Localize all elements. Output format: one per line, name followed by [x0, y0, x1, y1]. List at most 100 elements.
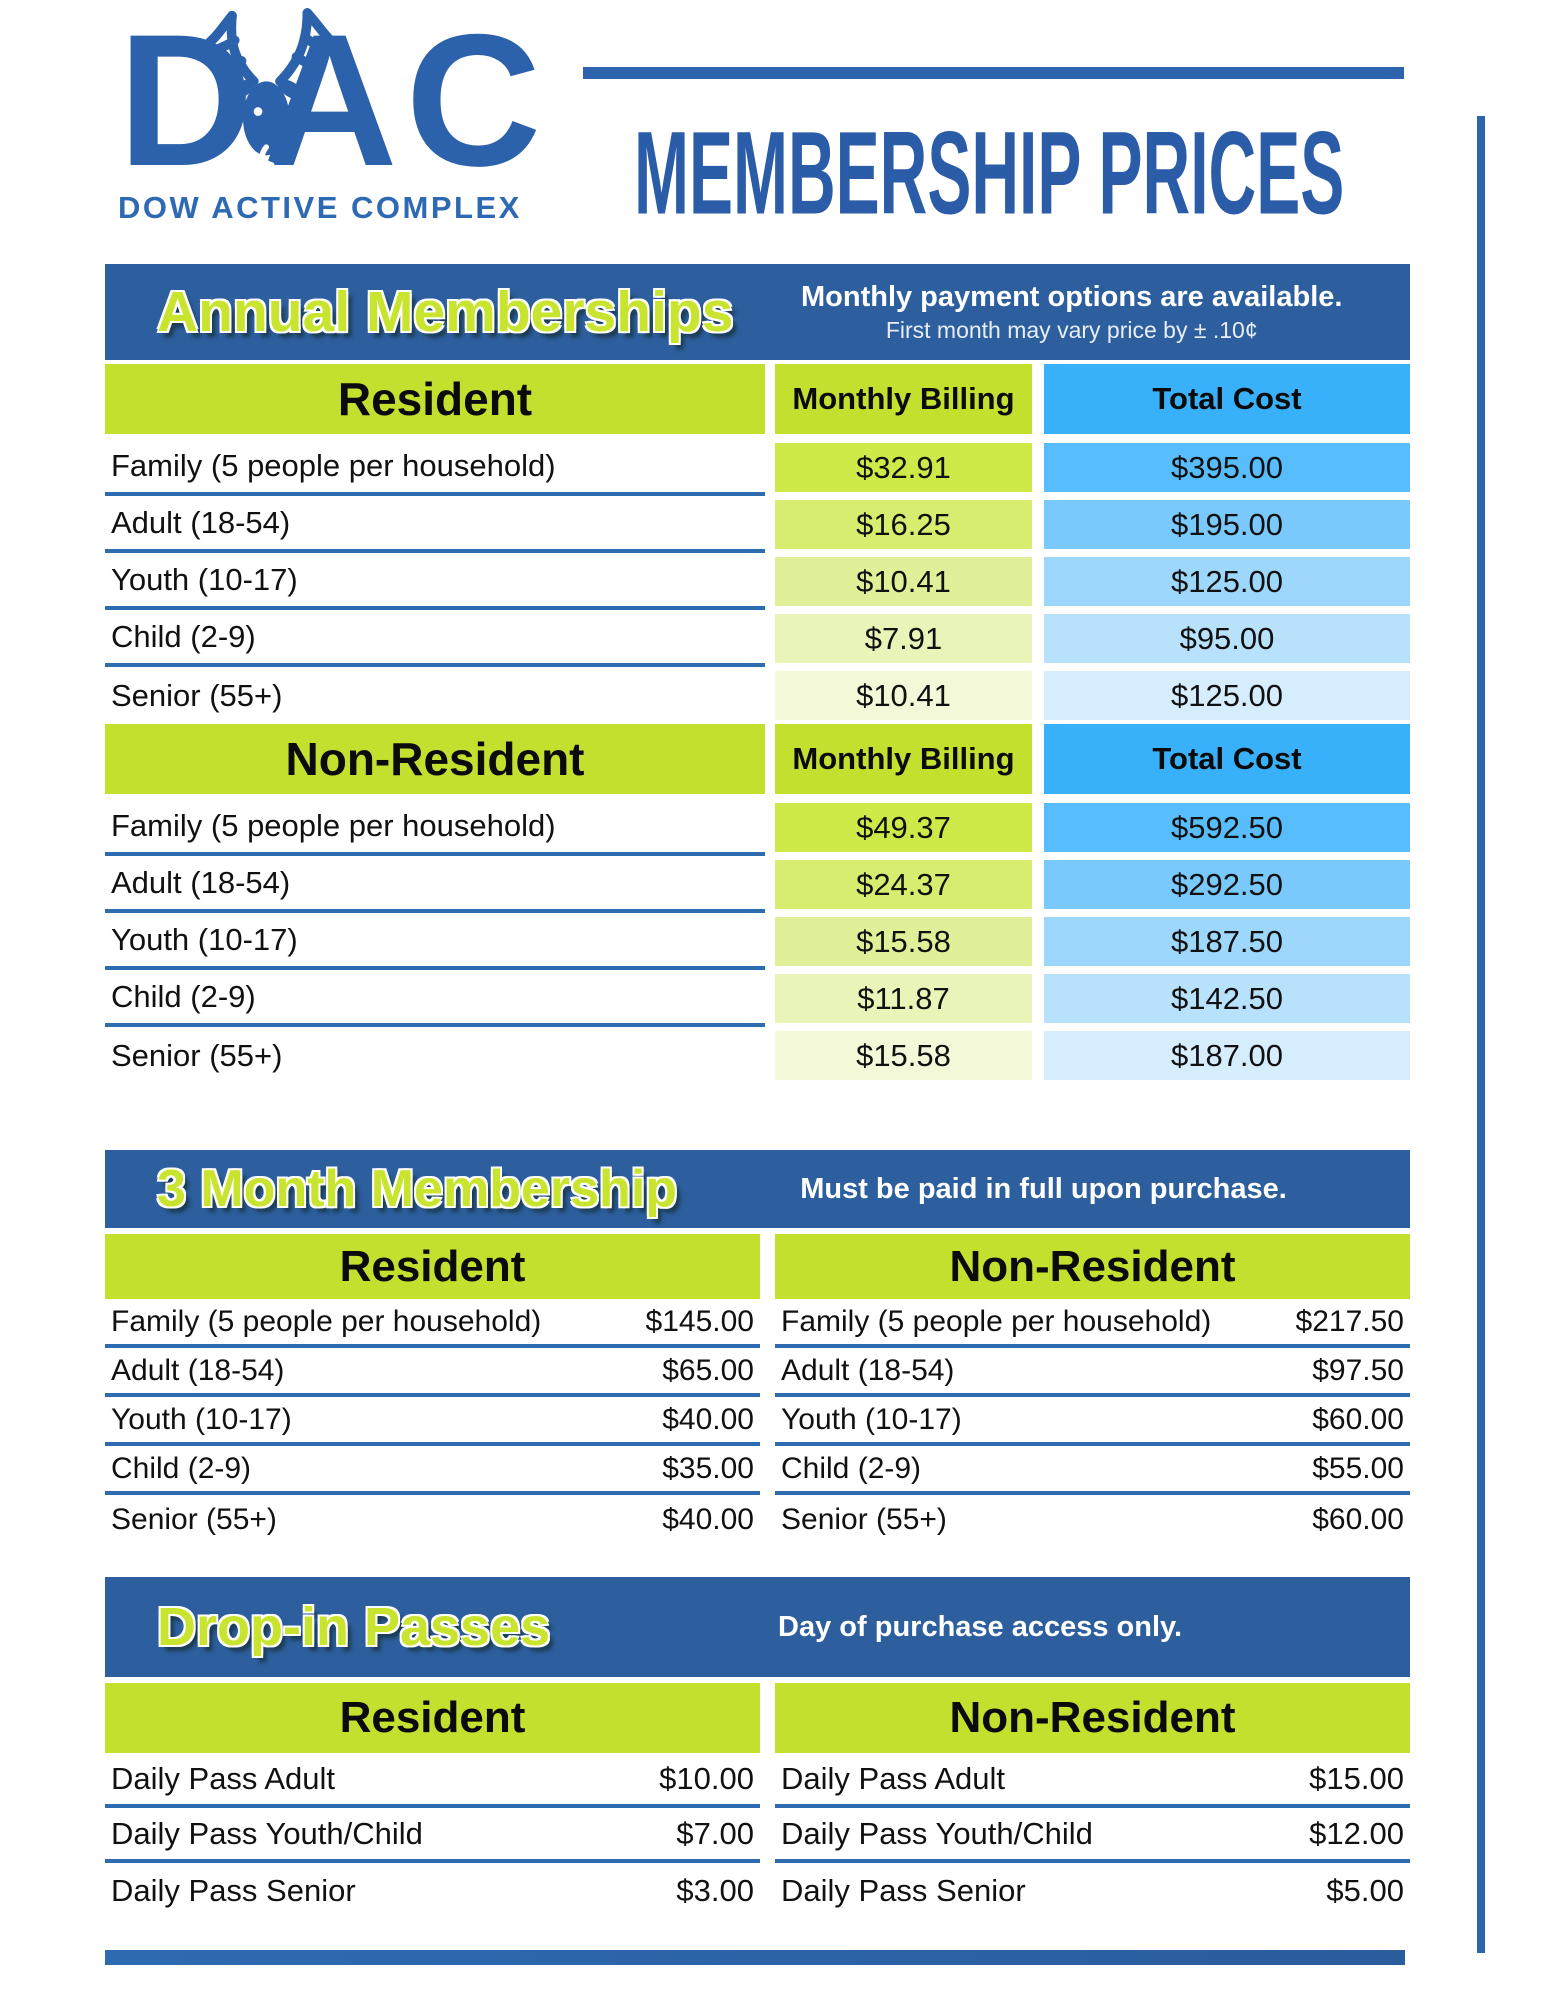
- table-row: Daily Pass Adult $10.00: [105, 1753, 760, 1808]
- row-label: Child (2-9): [781, 1451, 922, 1485]
- row-label: Senior (55+): [781, 1502, 947, 1536]
- table-row: Child (2-9) $55.00: [775, 1446, 1410, 1495]
- table-row: Daily Pass Senior $3.00: [105, 1863, 760, 1918]
- total-cost-cell: $592.50: [1044, 803, 1410, 852]
- row-label: Daily Pass Adult: [111, 1760, 335, 1796]
- row-label: Family (5 people per household): [111, 1304, 542, 1338]
- row-label: Adult (18-54): [781, 1353, 955, 1387]
- three-month-resident-header: Resident: [105, 1234, 760, 1299]
- row-label: Daily Pass Senior: [111, 1872, 356, 1908]
- deer-icon: [205, 8, 333, 168]
- three-month-note: Must be paid in full upon purchase.: [800, 1172, 1287, 1205]
- table-row: Daily Pass Senior $5.00: [775, 1863, 1410, 1918]
- row-label: Child (2-9): [105, 970, 765, 1027]
- row-label: Daily Pass Youth/Child: [111, 1815, 423, 1851]
- total-cost-cell: $125.00: [1044, 671, 1410, 720]
- monthly-billing-cell: $10.41: [775, 671, 1032, 720]
- total-cost-cell: $395.00: [1044, 443, 1410, 492]
- logo-full-name: DOW ACTIVE COMPLEX: [118, 190, 522, 225]
- dac-logo: DAC DOW ACTIVE COMPLEX: [118, 6, 541, 226]
- annual-note-bold: Monthly payment options are available.: [800, 280, 1343, 313]
- price-cell: $12.00: [1309, 1815, 1404, 1851]
- table-row: Adult (18-54) $65.00: [105, 1348, 760, 1397]
- annual-non-resident-header-row: Non-Resident Monthly Billing Total Cost: [105, 724, 1410, 794]
- table-row: Family (5 people per household) $49.37 $…: [105, 799, 1410, 856]
- table-row: Senior (55+) $10.41 $125.00: [105, 667, 1410, 724]
- dropin-note: Day of purchase access only.: [778, 1610, 1183, 1643]
- dropin-resident-header: Resident: [105, 1683, 760, 1753]
- table-row: Adult (18-54) $24.37 $292.50: [105, 856, 1410, 913]
- price-cell: $60.00: [1312, 1502, 1404, 1536]
- total-cost-cell: $142.50: [1044, 974, 1410, 1023]
- monthly-billing-column-header: Monthly Billing: [775, 724, 1032, 794]
- price-cell: $145.00: [645, 1304, 754, 1338]
- total-cost-cell: $195.00: [1044, 500, 1410, 549]
- annual-banner-note: Monthly payment options are available. F…: [733, 281, 1410, 344]
- annual-banner-title: Annual Memberships: [157, 280, 734, 344]
- three-month-tables: Resident Non-Resident Family (5 people p…: [105, 1234, 1410, 1544]
- table-row: Adult (18-54) $16.25 $195.00: [105, 496, 1410, 553]
- row-label: Family (5 people per household): [781, 1304, 1212, 1338]
- dropin-non-resident-header: Non-Resident: [775, 1683, 1410, 1753]
- table-row: Youth (10-17) $10.41 $125.00: [105, 553, 1410, 610]
- dropin-banner-note: Day of purchase access only.: [550, 1611, 1410, 1644]
- title-rule: [583, 67, 1404, 79]
- three-month-banner-note: Must be paid in full upon purchase.: [677, 1173, 1410, 1206]
- price-cell: $3.00: [676, 1872, 754, 1908]
- row-label: Senior (55+): [111, 1502, 277, 1536]
- dropin-tables: Resident Non-Resident Daily Pass Adult $…: [105, 1683, 1410, 1918]
- monthly-billing-cell: $24.37: [775, 860, 1032, 909]
- price-cell: $7.00: [676, 1815, 754, 1851]
- three-month-non-resident-header: Non-Resident: [775, 1234, 1410, 1299]
- row-label: Youth (10-17): [781, 1402, 962, 1436]
- annual-memberships-banner: Annual Memberships Monthly payment optio…: [105, 264, 1410, 360]
- table-row: Daily Pass Youth/Child $7.00: [105, 1808, 760, 1863]
- annual-resident-header-row: Resident Monthly Billing Total Cost: [105, 364, 1410, 434]
- row-label: Daily Pass Senior: [781, 1872, 1026, 1908]
- table-row: Youth (10-17) $60.00: [775, 1397, 1410, 1446]
- row-label: Adult (18-54): [105, 856, 765, 913]
- row-label: Family (5 people per household): [105, 439, 765, 496]
- row-label: Senior (55+): [111, 677, 283, 713]
- row-label: Family (5 people per household): [105, 799, 765, 856]
- table-row: Adult (18-54) $97.50: [775, 1348, 1410, 1397]
- table-row: Child (2-9) $35.00: [105, 1446, 760, 1495]
- row-label: Child (2-9): [111, 1451, 252, 1485]
- three-month-membership-banner: 3 Month Membership Must be paid in full …: [105, 1150, 1410, 1228]
- price-cell: $5.00: [1326, 1872, 1404, 1908]
- price-cell: $10.00: [659, 1760, 754, 1796]
- total-cost-cell: $187.00: [1044, 1031, 1410, 1080]
- table-row: Daily Pass Adult $15.00: [775, 1753, 1410, 1808]
- row-label: Child (2-9): [105, 610, 765, 667]
- total-cost-cell: $292.50: [1044, 860, 1410, 909]
- dropin-passes-banner: Drop-in Passes Day of purchase access on…: [105, 1577, 1410, 1677]
- annual-non-resident-header: Non-Resident: [105, 724, 765, 794]
- total-cost-cell: $125.00: [1044, 557, 1410, 606]
- table-row: Senior (55+) $60.00: [775, 1495, 1410, 1544]
- three-month-resident-column: Family (5 people per household) $145.00 …: [105, 1299, 760, 1544]
- price-cell: $217.50: [1295, 1304, 1404, 1338]
- table-row: Child (2-9) $11.87 $142.50: [105, 970, 1410, 1027]
- dropin-table-headers: Resident Non-Resident: [105, 1683, 1410, 1753]
- dropin-banner-title: Drop-in Passes: [157, 1597, 551, 1657]
- three-month-banner-title: 3 Month Membership: [157, 1160, 678, 1218]
- row-label: Youth (10-17): [111, 1402, 292, 1436]
- total-cost-cell: $187.50: [1044, 917, 1410, 966]
- price-cell: $65.00: [662, 1353, 754, 1387]
- price-cell: $15.00: [1309, 1760, 1404, 1796]
- monthly-billing-cell: $15.58: [775, 917, 1032, 966]
- price-cell: $55.00: [1312, 1451, 1404, 1485]
- row-label: Youth (10-17): [105, 553, 765, 610]
- annual-note-small: First month may vary price by ± .10¢: [885, 316, 1258, 343]
- row-label: Daily Pass Adult: [781, 1760, 1005, 1796]
- total-cost-cell: $95.00: [1044, 614, 1410, 663]
- three-month-non-resident-column: Family (5 people per household) $217.50 …: [775, 1299, 1410, 1544]
- table-row: Youth (10-17) $15.58 $187.50: [105, 913, 1410, 970]
- total-cost-column-header: Total Cost: [1044, 364, 1410, 434]
- dropin-resident-column: Daily Pass Adult $10.00 Daily Pass Youth…: [105, 1753, 760, 1918]
- price-cell: $40.00: [662, 1402, 754, 1436]
- monthly-billing-column-header: Monthly Billing: [775, 364, 1032, 434]
- table-row: Youth (10-17) $40.00: [105, 1397, 760, 1446]
- dropin-non-resident-column: Daily Pass Adult $15.00 Daily Pass Youth…: [775, 1753, 1410, 1918]
